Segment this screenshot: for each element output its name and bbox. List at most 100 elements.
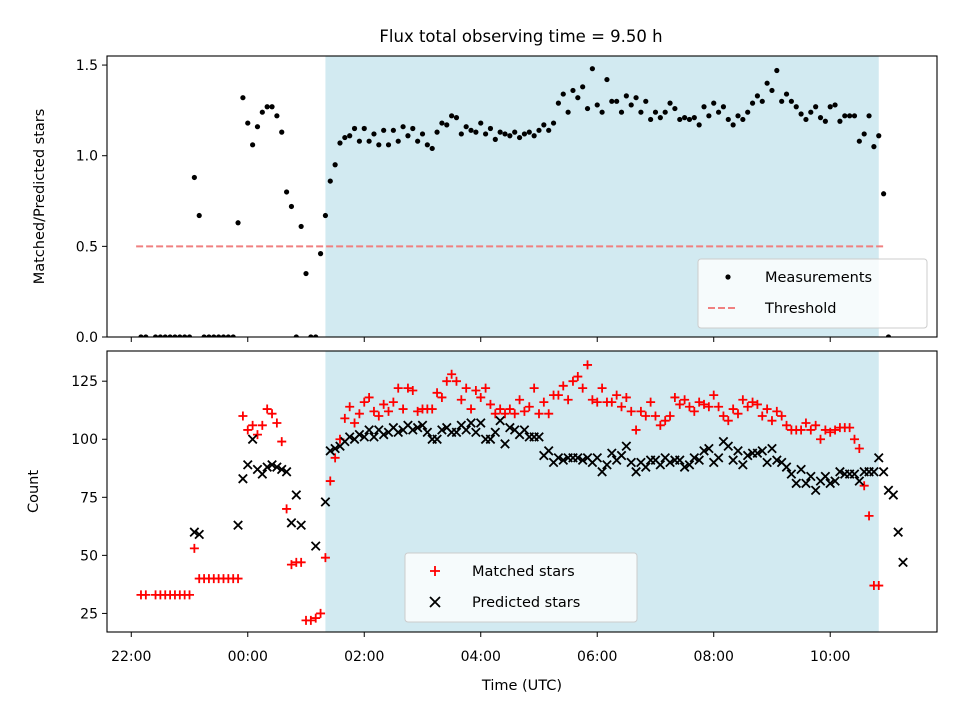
data-point xyxy=(742,450,753,461)
data-point xyxy=(296,520,306,531)
data-point xyxy=(811,420,821,430)
data-point xyxy=(272,462,282,472)
data-point xyxy=(572,452,583,463)
data-point xyxy=(623,93,629,99)
data-point xyxy=(521,131,528,137)
data-point xyxy=(395,138,401,144)
data-point xyxy=(665,457,675,468)
data-point xyxy=(830,476,840,486)
data-point xyxy=(888,490,899,500)
data-point xyxy=(478,120,484,126)
data-point xyxy=(801,478,811,489)
legend-swatch xyxy=(429,596,441,608)
data-point xyxy=(277,437,287,447)
data-point xyxy=(225,334,231,337)
data-point xyxy=(432,434,442,445)
data-point xyxy=(832,102,838,108)
data-point xyxy=(725,116,731,123)
data-point xyxy=(575,95,581,101)
data-point xyxy=(786,469,797,479)
data-point xyxy=(580,84,586,90)
data-point xyxy=(272,418,282,428)
data-point xyxy=(286,560,296,570)
data-point xyxy=(366,138,372,144)
data-point xyxy=(822,118,828,124)
data-point xyxy=(485,434,496,445)
data-point xyxy=(378,429,389,440)
data-point xyxy=(655,420,665,430)
data-point xyxy=(216,334,222,337)
data-point xyxy=(359,397,369,407)
data-point xyxy=(167,334,173,337)
data-point xyxy=(728,455,738,465)
data-point xyxy=(519,406,529,416)
data-point xyxy=(449,113,455,119)
data-point xyxy=(723,441,734,452)
data-point xyxy=(631,425,641,435)
series-predicted-stars xyxy=(189,415,908,568)
data-point xyxy=(422,427,433,438)
data-point xyxy=(660,416,670,426)
data-point xyxy=(512,129,518,135)
data-point xyxy=(555,100,562,106)
data-point xyxy=(805,471,816,482)
data-point xyxy=(408,385,418,395)
data-point xyxy=(189,527,200,537)
data-point xyxy=(583,360,593,370)
data-point xyxy=(774,67,780,74)
legend: Measurements Threshold xyxy=(697,258,928,329)
data-point xyxy=(141,590,151,600)
data-point xyxy=(351,125,358,132)
data-point xyxy=(550,120,557,126)
data-point xyxy=(492,136,498,142)
data-point xyxy=(643,98,649,104)
data-point xyxy=(723,416,733,426)
data-point xyxy=(379,399,389,409)
data-point xyxy=(242,459,253,470)
data-point xyxy=(675,399,685,409)
data-point xyxy=(211,334,217,337)
data-point xyxy=(680,395,690,405)
data-point xyxy=(748,397,758,407)
data-point xyxy=(427,404,437,414)
data-point xyxy=(779,98,785,104)
data-point xyxy=(813,104,819,110)
data-point xyxy=(720,104,727,110)
data-point xyxy=(626,457,637,468)
data-point xyxy=(468,127,474,133)
data-point xyxy=(592,397,602,407)
data-point xyxy=(762,457,772,468)
data-point xyxy=(487,125,494,132)
data-point xyxy=(325,446,336,456)
data-point xyxy=(684,402,694,412)
data-point xyxy=(189,543,199,553)
data-point xyxy=(711,100,717,106)
data-point xyxy=(248,420,258,430)
data-point xyxy=(384,406,394,416)
data-point xyxy=(752,448,763,459)
data-point xyxy=(609,98,615,104)
data-point xyxy=(531,133,537,139)
data-point xyxy=(259,109,265,115)
data-point xyxy=(311,613,321,623)
data-point xyxy=(419,131,426,137)
data-point xyxy=(393,427,404,438)
data-point xyxy=(495,415,505,426)
x-tick-label: 10:00 xyxy=(810,649,850,665)
data-point xyxy=(636,406,646,416)
data-point xyxy=(606,448,617,459)
data-point xyxy=(317,251,324,257)
data-point xyxy=(682,115,688,121)
data-point xyxy=(626,406,636,416)
data-point xyxy=(699,399,709,409)
data-point xyxy=(243,425,253,435)
data-point xyxy=(400,124,406,130)
data-point xyxy=(276,464,287,475)
data-point xyxy=(291,490,302,500)
data-point xyxy=(279,129,285,135)
data-point xyxy=(876,133,882,139)
data-point xyxy=(859,481,869,491)
legend: Matched stars Predicted stars xyxy=(404,552,638,623)
data-point xyxy=(553,390,563,400)
data-point xyxy=(490,409,500,419)
